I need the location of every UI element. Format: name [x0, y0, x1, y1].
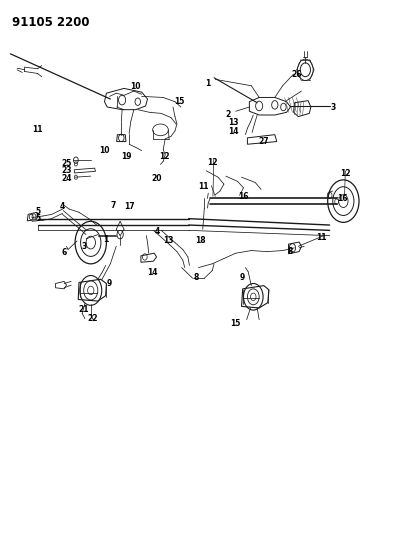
Text: 12: 12 [340, 169, 351, 179]
Text: 2: 2 [225, 110, 230, 119]
Text: 3: 3 [81, 242, 86, 251]
Text: 14: 14 [228, 127, 238, 136]
Text: 10: 10 [99, 146, 110, 155]
Text: 5: 5 [35, 207, 40, 216]
Text: 1: 1 [103, 235, 108, 244]
Text: 24: 24 [61, 174, 72, 183]
Text: 8: 8 [194, 273, 199, 281]
Text: 11: 11 [317, 233, 327, 243]
Text: 9: 9 [107, 279, 112, 288]
Text: 11: 11 [33, 125, 43, 134]
Text: 17: 17 [125, 203, 135, 212]
Text: 14: 14 [147, 269, 158, 277]
Text: 18: 18 [195, 236, 206, 245]
Text: 19: 19 [121, 152, 131, 161]
Text: 1: 1 [206, 78, 211, 87]
Text: 15: 15 [174, 97, 184, 106]
Text: 16: 16 [238, 192, 249, 201]
Text: 22: 22 [88, 313, 98, 322]
Text: 8: 8 [287, 247, 292, 256]
Text: 25: 25 [61, 159, 72, 168]
Text: 4: 4 [155, 227, 160, 236]
Text: 91105 2200: 91105 2200 [13, 15, 90, 29]
Text: 16: 16 [337, 194, 348, 203]
Text: 4: 4 [60, 202, 65, 211]
Text: 12: 12 [159, 152, 170, 161]
Text: 26: 26 [291, 70, 301, 78]
Text: 12: 12 [207, 158, 217, 167]
Text: 9: 9 [240, 273, 245, 281]
Text: 21: 21 [79, 304, 89, 313]
Text: 3: 3 [330, 102, 335, 111]
Text: 15: 15 [230, 319, 240, 328]
Text: 13: 13 [163, 236, 174, 245]
Text: 6: 6 [62, 248, 67, 257]
Text: 5: 5 [35, 214, 40, 223]
Text: 23: 23 [61, 166, 72, 175]
Text: 13: 13 [228, 118, 238, 127]
Text: 11: 11 [198, 182, 209, 191]
Text: 20: 20 [151, 174, 162, 183]
Text: 7: 7 [111, 201, 116, 211]
Text: 27: 27 [259, 137, 269, 146]
Text: 10: 10 [130, 82, 141, 91]
